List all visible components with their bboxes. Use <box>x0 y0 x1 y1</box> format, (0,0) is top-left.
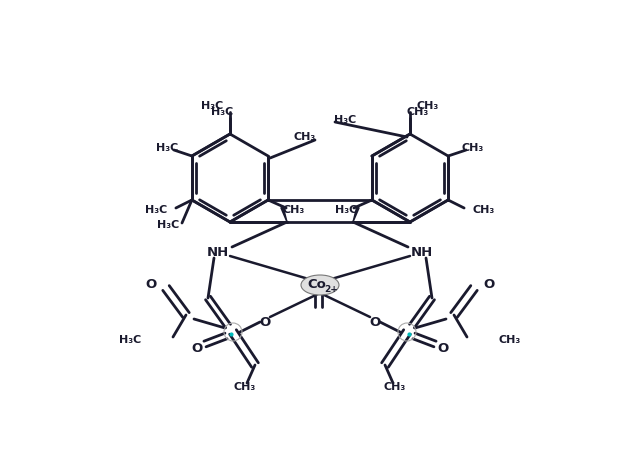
Text: NH: NH <box>411 246 433 259</box>
Text: H₃C: H₃C <box>157 220 179 230</box>
Text: NH: NH <box>207 246 229 259</box>
Text: CH₃: CH₃ <box>384 382 406 392</box>
Ellipse shape <box>301 275 339 295</box>
Text: H₃C: H₃C <box>334 115 356 125</box>
Polygon shape <box>281 206 287 222</box>
Text: 2+: 2+ <box>324 285 338 295</box>
Text: H₃C: H₃C <box>145 205 167 215</box>
Text: O: O <box>369 315 381 329</box>
Text: CH₃: CH₃ <box>473 205 495 215</box>
Text: O: O <box>259 315 271 329</box>
Text: H₃C: H₃C <box>335 205 357 215</box>
Text: CH₃: CH₃ <box>234 382 256 392</box>
Text: H₃C: H₃C <box>119 335 141 345</box>
Text: O: O <box>191 343 203 355</box>
Text: H₃C: H₃C <box>211 107 233 117</box>
Text: H₃C: H₃C <box>201 101 223 111</box>
Text: CH₃: CH₃ <box>462 143 484 153</box>
Text: CH₃: CH₃ <box>407 107 429 117</box>
Text: CH₃: CH₃ <box>499 335 521 345</box>
Text: Co: Co <box>308 279 326 291</box>
Text: CH₃: CH₃ <box>417 101 439 111</box>
Text: CH₃: CH₃ <box>283 205 305 215</box>
Text: O: O <box>145 279 157 291</box>
Polygon shape <box>353 206 359 222</box>
Text: O: O <box>483 279 495 291</box>
Text: H₃C: H₃C <box>156 143 178 153</box>
Text: O: O <box>437 343 449 355</box>
Text: CH₃: CH₃ <box>294 132 316 142</box>
